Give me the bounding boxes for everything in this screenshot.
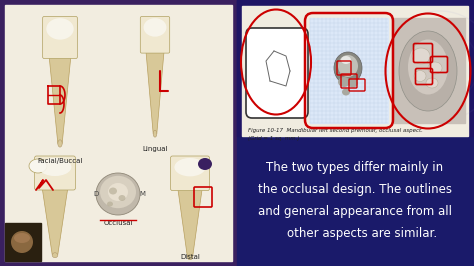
- Ellipse shape: [187, 255, 192, 260]
- Polygon shape: [42, 188, 68, 255]
- Text: The two types differ mainly in: The two types differ mainly in: [266, 161, 444, 174]
- Text: Occlusal: Occlusal: [103, 220, 133, 226]
- FancyBboxPatch shape: [171, 156, 210, 191]
- Bar: [310, 18, 388, 123]
- Ellipse shape: [408, 39, 448, 94]
- Text: M: M: [139, 191, 145, 197]
- Ellipse shape: [14, 233, 30, 243]
- Ellipse shape: [198, 158, 212, 170]
- Bar: [5, 223, 41, 261]
- Ellipse shape: [100, 176, 136, 208]
- Text: the occlusal design. The outlines: the occlusal design. The outlines: [258, 183, 452, 196]
- Ellipse shape: [107, 202, 113, 206]
- Ellipse shape: [96, 173, 140, 215]
- Ellipse shape: [144, 18, 166, 37]
- Ellipse shape: [118, 195, 126, 201]
- Ellipse shape: [108, 183, 128, 201]
- Ellipse shape: [46, 18, 73, 40]
- Text: other aspects are similar.: other aspects are similar.: [273, 227, 438, 240]
- Bar: [242, 6, 468, 136]
- Text: Figure 10-17  Mandibular left second premolar, occlusal aspect.: Figure 10-17 Mandibular left second prem…: [248, 128, 423, 133]
- Ellipse shape: [11, 231, 33, 253]
- Ellipse shape: [38, 158, 72, 176]
- Ellipse shape: [338, 77, 350, 87]
- Polygon shape: [146, 52, 164, 134]
- Ellipse shape: [58, 140, 62, 147]
- Bar: [237, 0, 474, 266]
- Ellipse shape: [342, 89, 350, 95]
- Ellipse shape: [426, 78, 438, 88]
- Polygon shape: [49, 57, 71, 143]
- Ellipse shape: [414, 70, 426, 81]
- FancyBboxPatch shape: [140, 16, 170, 53]
- Text: and general appearance from all: and general appearance from all: [258, 205, 452, 218]
- Text: Facial/Buccal: Facial/Buccal: [37, 158, 82, 164]
- Text: (Grid = 1 sq. mm.): (Grid = 1 sq. mm.): [248, 136, 300, 141]
- Ellipse shape: [399, 31, 457, 111]
- Ellipse shape: [109, 188, 117, 194]
- Bar: [237, 0, 474, 136]
- Bar: [392, 18, 465, 123]
- FancyBboxPatch shape: [35, 156, 75, 190]
- Polygon shape: [178, 189, 202, 256]
- Ellipse shape: [334, 52, 362, 84]
- Ellipse shape: [341, 56, 351, 64]
- Ellipse shape: [338, 55, 358, 77]
- Ellipse shape: [153, 130, 157, 137]
- Text: Lingual: Lingual: [142, 146, 168, 152]
- Ellipse shape: [428, 62, 442, 74]
- Ellipse shape: [174, 158, 206, 176]
- Bar: [5, 5, 232, 261]
- Text: D: D: [93, 191, 99, 197]
- Ellipse shape: [348, 78, 358, 88]
- Ellipse shape: [29, 159, 47, 173]
- Text: Distal: Distal: [180, 254, 200, 260]
- Ellipse shape: [52, 253, 58, 258]
- FancyBboxPatch shape: [246, 28, 308, 118]
- FancyBboxPatch shape: [43, 16, 77, 59]
- Ellipse shape: [412, 48, 430, 64]
